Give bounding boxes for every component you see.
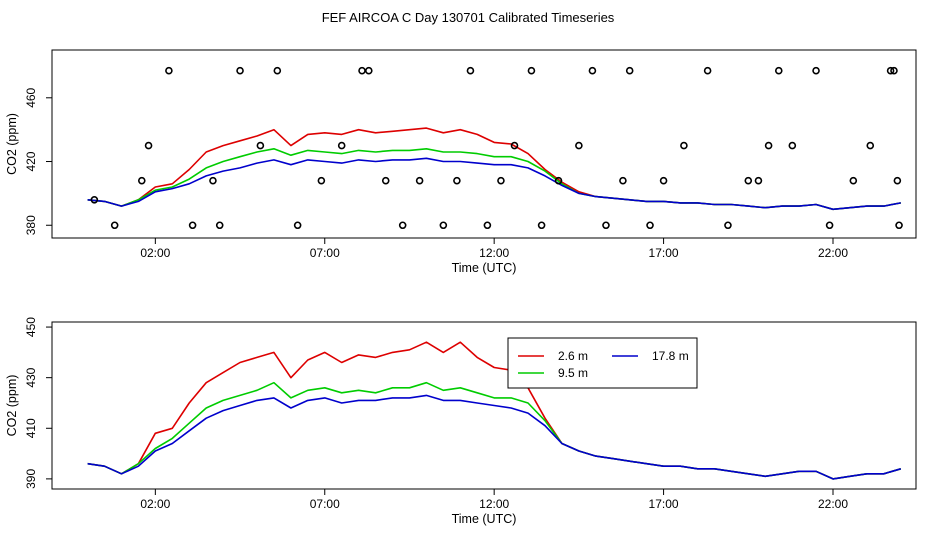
y-tick-label: 390 — [24, 469, 38, 489]
top-panel: 02:00 07:00 12:00 17:00 22:00 Time (UTC) 380 42… — [5, 49, 917, 275]
data-point-marker — [724, 221, 732, 230]
data-point-marker — [602, 221, 610, 230]
data-point-marker — [764, 141, 773, 150]
data-point-marker — [110, 221, 119, 230]
data-point-marker — [188, 221, 197, 230]
data-point-marker — [659, 176, 668, 185]
y-tick-label: 450 — [24, 317, 38, 337]
data-point-marker — [215, 221, 224, 230]
data-point-marker — [90, 195, 99, 204]
legend-label: 17.8 m — [652, 349, 689, 363]
x-axis-label: Time (UTC) — [452, 261, 517, 275]
data-point-marker — [866, 141, 875, 150]
series-line-17-8-m — [87, 394, 902, 480]
y-tick-label: 420 — [24, 151, 38, 171]
data-point-marker — [381, 176, 390, 185]
data-point-marker — [497, 176, 505, 185]
x-tick-label: 22:00 — [818, 246, 848, 260]
figure-title: FEF AIRCOA C Day 130701 Calibrated Times… — [322, 10, 615, 25]
data-point-marker — [893, 176, 902, 185]
data-point-marker — [358, 66, 366, 75]
data-point-marker — [886, 66, 895, 75]
data-point-marker — [483, 221, 492, 230]
legend-label: 9.5 m — [558, 366, 588, 380]
series-line-2-6-m — [87, 127, 901, 211]
x-tick-label: 07:00 — [310, 246, 340, 260]
x-tick-label: 17:00 — [649, 246, 679, 260]
y-axis-label: CO2 (ppm) — [5, 375, 19, 437]
x-tick-label: 17:00 — [649, 497, 679, 511]
series-line-2-6-m — [87, 341, 902, 480]
data-point-marker — [256, 141, 265, 150]
data-point-marker — [317, 176, 326, 185]
data-point-marker — [144, 141, 153, 150]
y-tick-label: 430 — [24, 367, 38, 387]
data-point-marker — [619, 176, 627, 185]
data-point-marker — [588, 66, 597, 75]
y-axis-label: CO2 (ppm) — [5, 113, 19, 175]
bottom-panel: 02:00 07:00 12:00 17:00 22:00 Time (UTC) 390 41… — [5, 317, 917, 526]
data-point-marker — [466, 66, 475, 75]
legend-label: 2.6 m — [558, 349, 588, 363]
data-point-marker — [510, 141, 519, 150]
data-point-marker — [415, 176, 424, 185]
data-point-marker — [703, 66, 712, 75]
x-tick-label: 02:00 — [140, 497, 170, 511]
data-point-marker — [646, 221, 654, 230]
legend: 2.6 m 9.5 m 17.8 m — [507, 337, 698, 389]
data-point-marker — [137, 176, 146, 185]
data-point-marker — [293, 221, 302, 230]
data-point-marker — [895, 221, 903, 230]
data-point-marker — [890, 66, 898, 75]
data-point-marker — [554, 176, 563, 185]
data-point-marker — [364, 66, 373, 75]
x-tick-label: 12:00 — [479, 497, 509, 511]
x-tick-label: 02:00 — [140, 246, 170, 260]
x-tick-label: 07:00 — [310, 497, 340, 511]
series-line-9-5-m — [87, 381, 902, 480]
data-point-marker — [527, 66, 536, 75]
data-point-marker — [453, 176, 461, 185]
data-point-marker — [625, 66, 634, 75]
data-point-marker — [537, 221, 546, 230]
data-point-marker — [825, 221, 834, 230]
data-point-marker — [812, 66, 820, 75]
data-point-marker — [165, 66, 173, 75]
data-point-marker — [774, 66, 783, 75]
y-tick-label: 460 — [24, 87, 38, 107]
data-point-marker — [575, 141, 583, 150]
data-point-marker — [236, 66, 244, 75]
x-axis-label: Time (UTC) — [452, 512, 517, 526]
data-point-marker — [849, 176, 858, 185]
data-point-marker — [398, 221, 407, 230]
data-point-marker — [788, 141, 797, 150]
data-point-marker — [337, 141, 346, 150]
data-point-marker — [680, 141, 688, 150]
data-point-marker — [754, 176, 763, 185]
x-tick-label: 22:00 — [818, 497, 848, 511]
plot-frame — [51, 49, 917, 239]
series-line-17-8-m — [87, 157, 901, 211]
plot-frame — [51, 321, 917, 490]
y-tick-label: 410 — [24, 418, 38, 438]
data-point-marker — [744, 176, 753, 185]
data-point-marker — [209, 176, 217, 185]
x-tick-label: 12:00 — [479, 246, 509, 260]
data-point-marker — [273, 66, 282, 75]
data-point-marker — [439, 221, 448, 230]
legend-box — [507, 337, 698, 389]
y-tick-label: 380 — [24, 215, 38, 235]
